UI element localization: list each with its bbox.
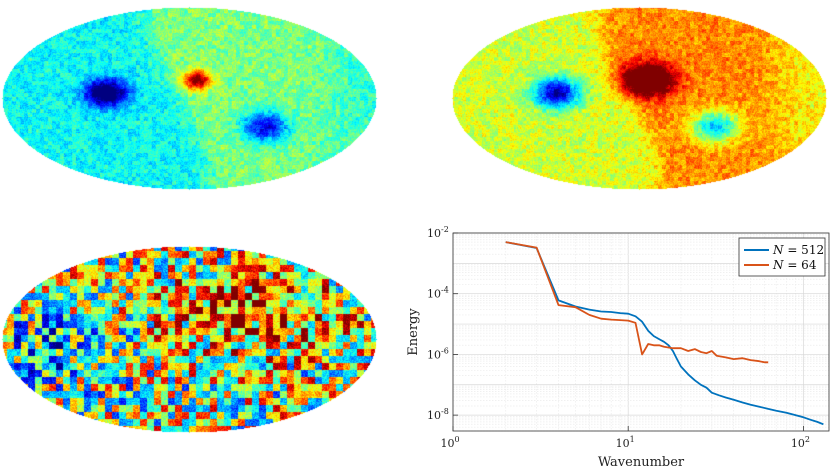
x-tick-label: 102: [791, 435, 810, 450]
y-tick-exponent: -4: [441, 286, 449, 295]
x-tick-exponent: 0: [454, 435, 459, 444]
x-axis-label: Wavenumber: [598, 455, 685, 470]
map-top-right: [450, 5, 828, 191]
series-line-n512: [505, 241, 824, 426]
legend-entry-label: N = 64: [772, 258, 817, 272]
plot-frame: [452, 232, 830, 432]
map-bottom-left-panel: [0, 244, 378, 434]
y-tick-label: 10-6: [427, 346, 449, 361]
x-tick-label: 101: [616, 435, 635, 450]
x-tick-exponent: 2: [805, 435, 810, 444]
y-tick-label: 10-2: [427, 225, 449, 240]
map-top-left: [0, 5, 378, 191]
legend-entry-value: = 512: [784, 243, 825, 257]
y-tick-exponent: -8: [441, 407, 449, 416]
legend-box: [738, 237, 826, 277]
map-top-left-panel: [0, 5, 378, 191]
x-tick-exponent: 1: [630, 435, 635, 444]
y-tick-exponent: -2: [441, 225, 449, 234]
legend-entry-value: = 64: [784, 258, 817, 272]
y-tick-exponent: -6: [441, 346, 449, 355]
x-tick-label: 100: [440, 435, 459, 450]
energy-spectrum-chart: 100 101 102 10-8 10-6 10-4 10-2 Wavenumber Ene…: [400, 220, 830, 474]
series-line-n64: [505, 241, 769, 364]
y-axis-label: Energy: [406, 308, 421, 356]
y-tick-label: 10-8: [427, 407, 449, 422]
y-tick-label: 10-4: [427, 286, 449, 301]
legend-entry-label: N = 512: [772, 243, 824, 257]
map-top-right-panel: [450, 5, 828, 191]
map-bottom-left: [0, 244, 378, 434]
series-lines: [505, 241, 824, 426]
